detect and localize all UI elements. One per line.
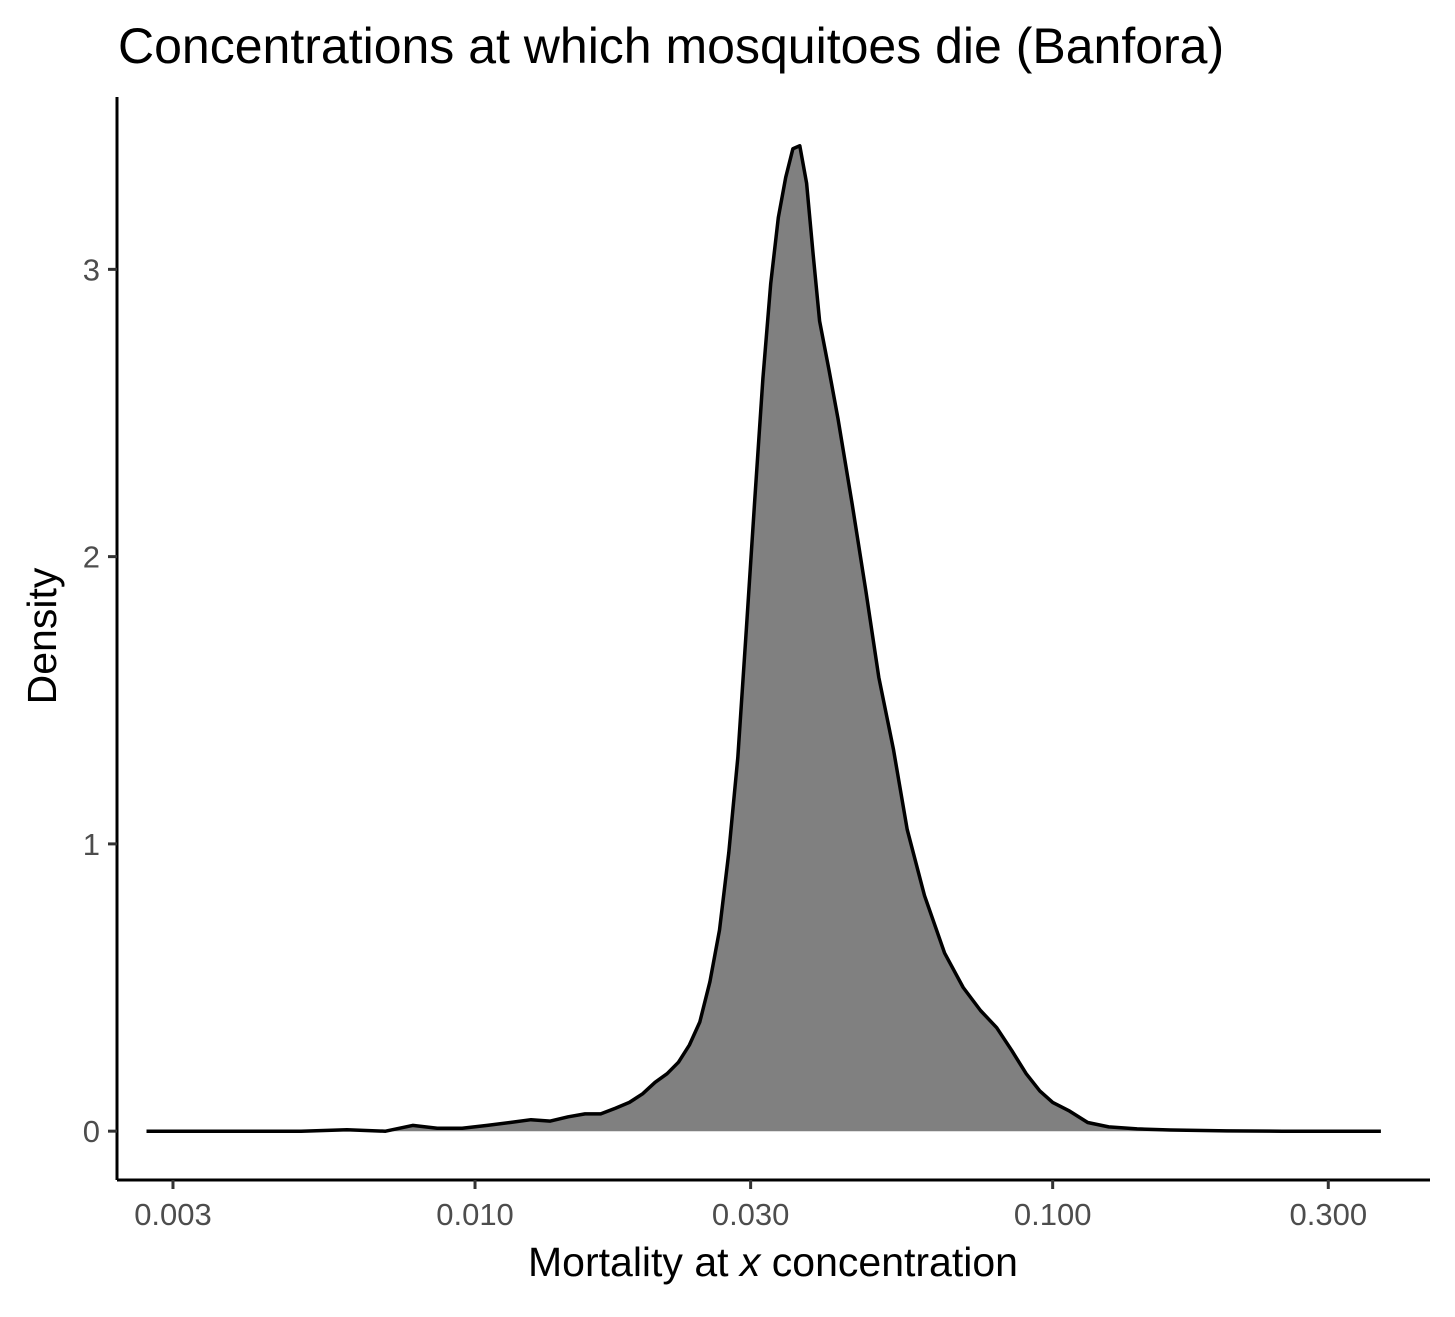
x-tick-label: 0.100 bbox=[1014, 1197, 1092, 1232]
y-tick-label: 0 bbox=[83, 1114, 100, 1149]
y-tick-label: 3 bbox=[83, 252, 100, 287]
x-axis-ticks: 0.003 0.010 0.030 0.100 0.300 bbox=[134, 1180, 1367, 1232]
y-tick-label: 2 bbox=[83, 540, 100, 575]
density-curve bbox=[146, 144, 1381, 1133]
plot-area bbox=[146, 144, 1381, 1133]
x-tick-label: 0.300 bbox=[1289, 1197, 1367, 1232]
chart-title: Concentrations at which mosquitoes die (… bbox=[118, 18, 1224, 74]
x-tick-label: 0.010 bbox=[436, 1197, 514, 1232]
y-tick-label: 1 bbox=[83, 827, 100, 862]
y-axis-title: Density bbox=[19, 567, 65, 704]
y-axis-ticks: 0 1 2 3 bbox=[83, 252, 117, 1149]
x-tick-label: 0.003 bbox=[134, 1197, 212, 1232]
x-axis-title: Mortality at x concentration bbox=[528, 1239, 1018, 1285]
density-area bbox=[146, 145, 1381, 1132]
x-tick-label: 0.030 bbox=[712, 1197, 790, 1232]
